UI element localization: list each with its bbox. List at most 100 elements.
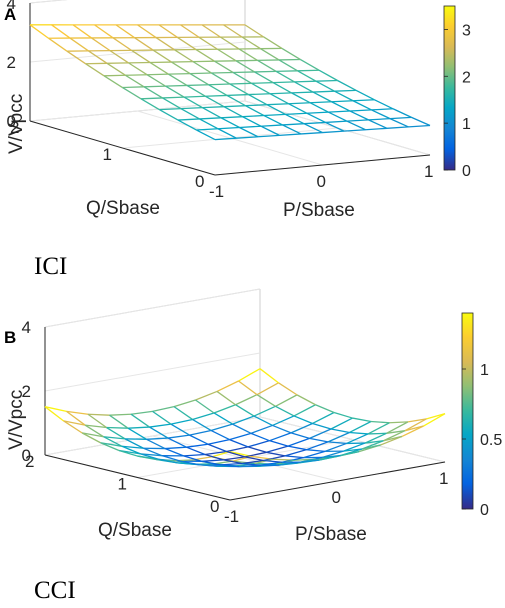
mesh-seg-x3-1 [242, 116, 262, 127]
mesh-seg-y6-0 [103, 74, 126, 77]
colorbar-tick-label-1: 0.5 [480, 432, 502, 449]
mesh-seg-x8-8 [235, 404, 255, 417]
x-tick-label-1: 0 [317, 172, 326, 191]
mesh-seg-x2-1 [220, 117, 240, 129]
mesh-seg-x4-7 [152, 49, 172, 63]
mesh-seg-y6-7 [254, 70, 277, 73]
mesh-seg-x8-1 [349, 110, 369, 121]
panel-a-letter: A [4, 5, 16, 24]
mesh-seg-x5-1 [300, 459, 320, 463]
mesh-seg-y7-9 [293, 404, 316, 417]
mesh-seg-y3-0 [159, 107, 182, 111]
mesh-seg-x10-6 [300, 58, 320, 71]
mesh-seg-y5-0 [122, 86, 145, 89]
mesh-seg-x3-9 [94, 24, 114, 39]
mesh-seg-x7-1 [343, 448, 363, 452]
mesh-seg-x2-8 [106, 426, 126, 440]
mesh-seg-y0-8 [386, 126, 409, 129]
mesh-seg-y3-6 [288, 102, 311, 105]
mesh-seg-y6-9 [312, 411, 335, 425]
xlabel-b: P/Sbase [295, 524, 367, 545]
mesh-seg-x5-8 [170, 423, 190, 436]
mesh-seg-x6-7 [210, 429, 230, 441]
mesh-seg-x5-9 [137, 24, 157, 39]
mesh-seg-x8-6 [257, 59, 277, 72]
mesh-seg-x8-9 [201, 24, 221, 38]
x-tick-label-1: 0 [332, 488, 341, 507]
mesh-seg-y3-8 [346, 433, 369, 445]
mesh-seg-x5-0 [318, 455, 338, 461]
mesh-seg-x2-5 [161, 455, 181, 462]
mesh-seg-x7-7 [232, 423, 252, 434]
mesh-seg-y6-5 [226, 446, 249, 453]
x-tick-label-0: -1 [209, 182, 224, 201]
mesh-seg-x9-6 [278, 59, 298, 72]
mesh-seg-y4-9 [349, 420, 372, 434]
mesh-seg-x7-0 [346, 120, 366, 131]
mesh-seg-x3-8 [127, 427, 147, 440]
mesh-seg-x8-5 [275, 70, 295, 83]
mesh-seg-x5-4 [229, 83, 249, 96]
mesh-seg-x9-7 [260, 48, 280, 61]
mesh-seg-x4-4 [208, 84, 228, 96]
mesh-seg-y6-8 [275, 70, 298, 73]
mesh-seg-x8-5 [290, 432, 310, 439]
y-tick-label-1: 1 [103, 145, 112, 164]
mesh-seg-y0-9 [423, 413, 446, 427]
mesh-seg-y8-7 [232, 415, 255, 425]
mesh-seg-y3-7 [324, 442, 347, 452]
mesh-seg-x10-8 [278, 382, 298, 396]
x-tick-label-2: 1 [424, 162, 433, 181]
mesh-seg-x0-2 [159, 109, 179, 121]
mesh-seg-x8-7 [253, 415, 273, 427]
mesh-seg-y6-5 [211, 71, 234, 74]
mesh-seg-x2-2 [202, 107, 222, 119]
colorbar-tick-label-0: 0 [480, 502, 489, 519]
mesh-seg-y4-6 [284, 449, 307, 457]
mesh-seg-x7-4 [272, 82, 292, 94]
y-tick-label-0: 0 [210, 497, 219, 516]
mesh-seg-y10-3 [109, 413, 132, 416]
mesh-seg-y9-1 [84, 424, 107, 429]
panel-b-letter: B [4, 328, 16, 347]
mesh-seg-x9-2 [352, 100, 372, 111]
mesh-seg-y5-8 [294, 80, 317, 83]
mesh-seg-x8-3 [312, 91, 332, 103]
mesh-seg-x10-9 [259, 368, 279, 384]
colorbar-tick-label-0: 0 [462, 163, 471, 180]
mesh-seg-x8-8 [220, 36, 240, 50]
mesh-seg-x7-1 [328, 111, 348, 122]
mesh-seg-y8-6 [210, 423, 233, 432]
ylabel-a: Q/Sbase [86, 198, 160, 219]
mesh-seg-x10-7 [281, 47, 301, 61]
mesh-seg-x5-2 [266, 104, 286, 115]
mesh-seg-y5-1 [143, 85, 166, 88]
mesh-seg-x2-9 [87, 413, 107, 429]
mesh-seg-y4-1 [162, 96, 185, 99]
x-axis-line [229, 461, 446, 501]
mesh-seg-x6-7 [195, 48, 215, 62]
mesh-seg-y4-0 [140, 97, 163, 100]
y-tick-label-2: 2 [10, 118, 19, 137]
surface-b [44, 368, 446, 468]
mesh-seg-x0-0 [196, 129, 216, 141]
mesh-seg-x5-5 [226, 450, 246, 458]
z-tick-label-0: 0 [22, 446, 31, 465]
mesh-seg-x3-4 [186, 84, 206, 97]
mesh-seg-x4-1 [263, 114, 283, 126]
mesh-seg-x0-8 [63, 420, 83, 434]
mesh-seg-x5-5 [211, 72, 231, 85]
mesh-seg-x7-5 [254, 71, 274, 84]
mesh-seg-x3-0 [260, 125, 280, 136]
mesh-seg-x6-0 [325, 121, 345, 132]
mesh-seg-y3-5 [266, 103, 289, 106]
mesh-seg-y3-9 [352, 99, 375, 102]
mesh-seg-y1-0 [196, 128, 219, 131]
mesh-seg-x10-4 [352, 417, 372, 423]
mesh-seg-y1-1 [217, 126, 240, 130]
mesh-seg-x4-6 [186, 446, 206, 456]
mesh-seg-x4-0 [282, 124, 302, 135]
mesh-seg-x10-0 [411, 116, 431, 127]
mesh-seg-y7-0 [100, 442, 123, 447]
mesh-seg-x4-9 [130, 413, 150, 428]
